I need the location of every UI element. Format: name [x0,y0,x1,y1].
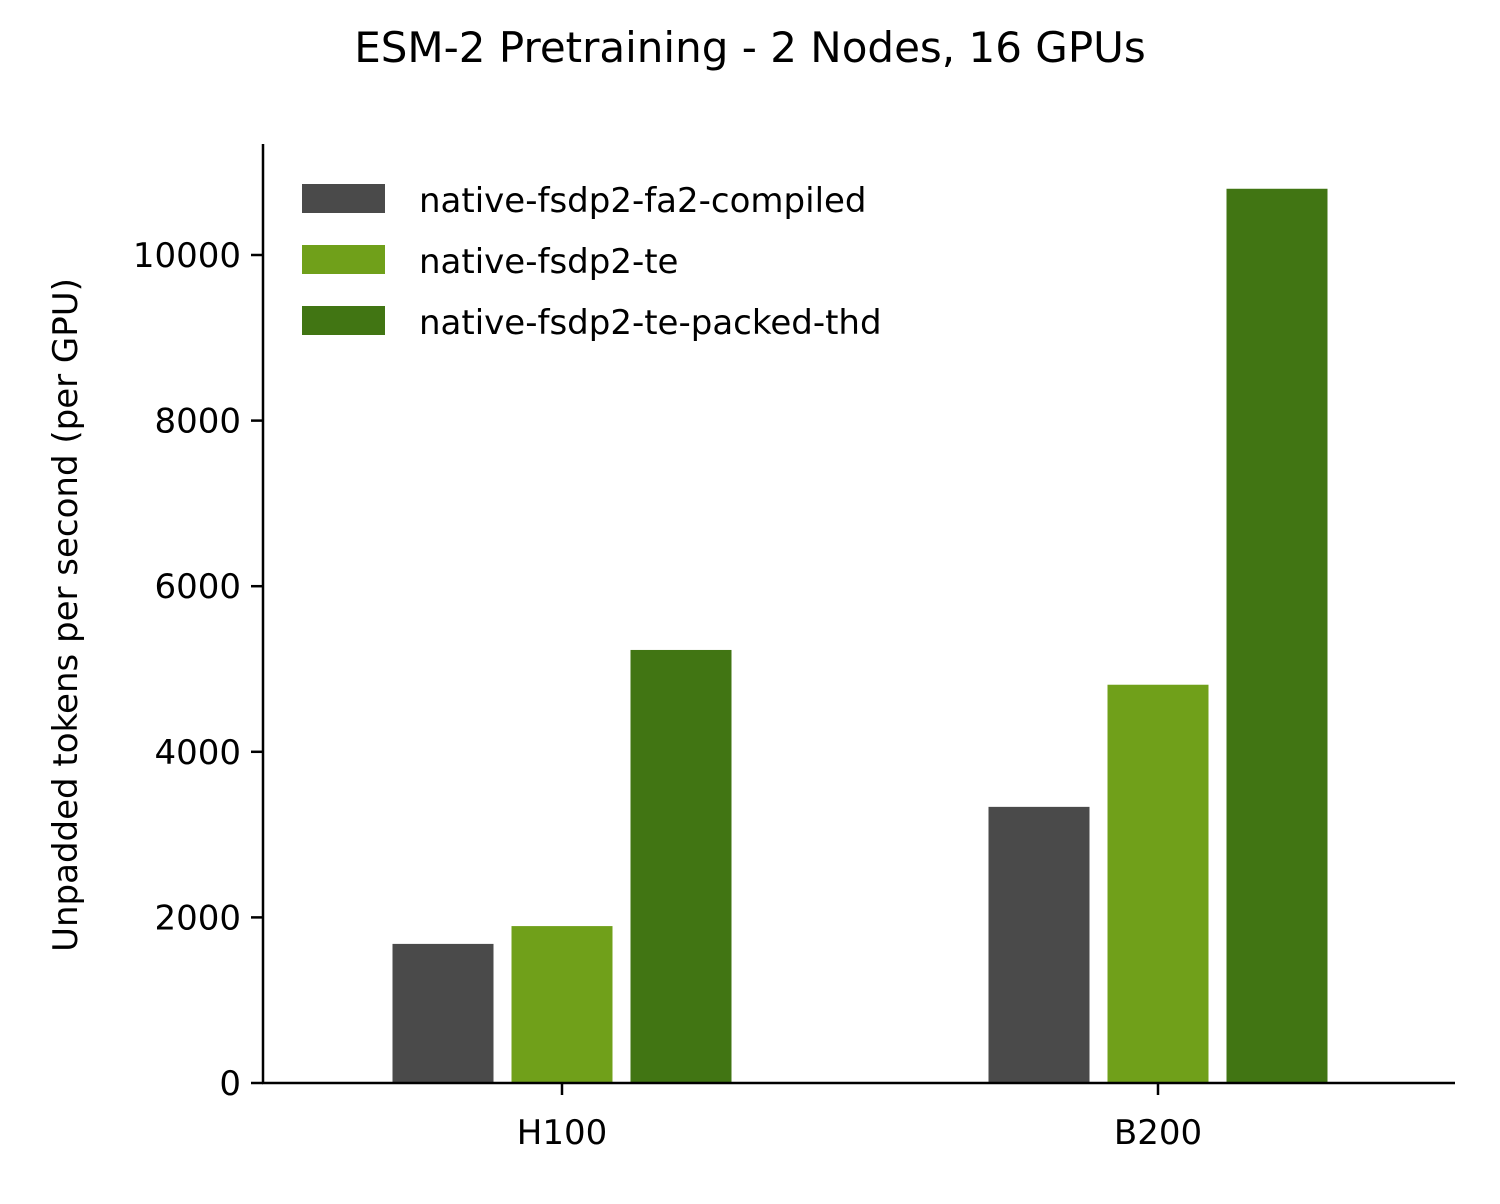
legend-label-native-fsdp2-te-packed-thd: native-fsdp2-te-packed-thd [419,303,882,343]
y-tick-label: 0 [219,1064,241,1104]
legend-swatch-native-fsdp2-fa2-compiled [302,184,385,213]
y-tick-label: 6000 [154,567,241,607]
x-tick-label-b200: B200 [1114,1113,1202,1153]
legend-label-native-fsdp2-te: native-fsdp2-te [419,242,678,282]
legend-label-native-fsdp2-fa2-compiled: native-fsdp2-fa2-compiled [419,181,867,221]
legend-swatch-native-fsdp2-te-packed-thd [302,306,385,335]
bar-b200-native-fsdp2-fa2-compiled [988,806,1090,1083]
legend-swatch-native-fsdp2-te [302,245,385,274]
bar-b200-native-fsdp2-te-packed-thd [1226,188,1328,1083]
bars-group [392,188,1328,1083]
y-axis: 0 2000 4000 6000 8000 10000 [133,144,265,1104]
bar-b200-native-fsdp2-te [1107,684,1209,1083]
x-axis: H100 B200 [262,1081,1455,1153]
y-tick-label: 2000 [154,898,241,938]
bar-h100-native-fsdp2-fa2-compiled [392,943,494,1083]
bar-h100-native-fsdp2-te-packed-thd [630,649,732,1083]
x-tick-label-h100: H100 [517,1113,607,1153]
legend: native-fsdp2-fa2-compiled native-fsdp2-te… [302,181,882,343]
y-tick-label: 10000 [133,236,241,276]
y-tick-label: 4000 [154,733,241,773]
y-tick-label: 8000 [154,402,241,442]
bar-h100-native-fsdp2-te [511,926,613,1083]
chart-title: ESM-2 Pretraining - 2 Nodes, 16 GPUs [354,23,1146,72]
y-axis-label: Unpadded tokens per second (per GPU) [46,278,86,952]
